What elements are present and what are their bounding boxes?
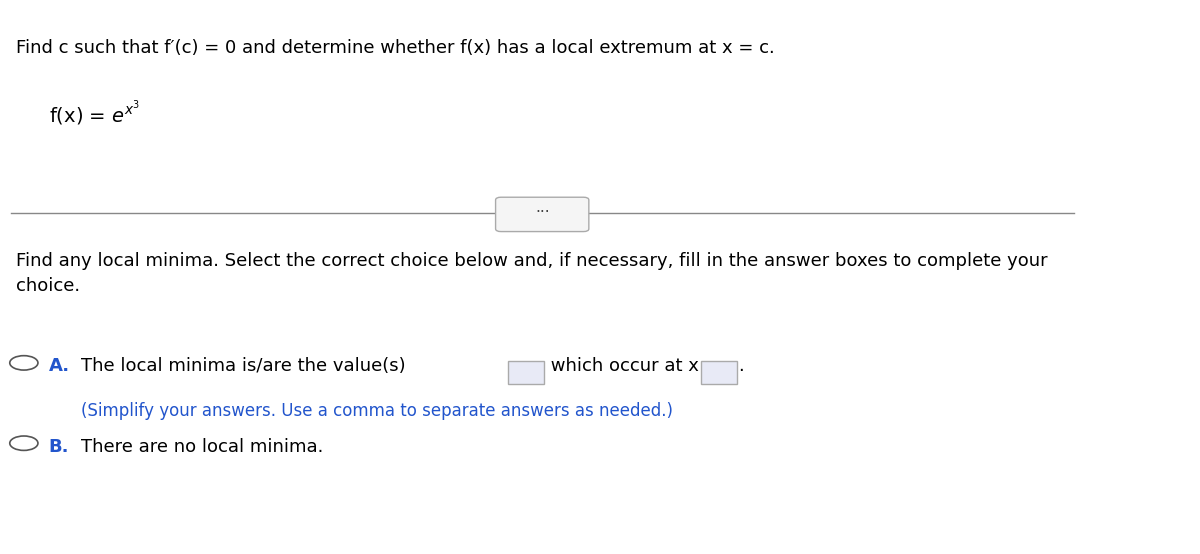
Text: A.: A.: [49, 357, 70, 375]
Circle shape: [10, 356, 38, 370]
Text: There are no local minima.: There are no local minima.: [82, 438, 324, 455]
FancyBboxPatch shape: [496, 197, 589, 232]
FancyBboxPatch shape: [701, 361, 738, 384]
Text: (Simplify your answers. Use a comma to separate answers as needed.): (Simplify your answers. Use a comma to s…: [82, 402, 673, 419]
Text: .: .: [738, 357, 744, 375]
Text: which occur at x =: which occur at x =: [546, 357, 726, 375]
Text: B.: B.: [49, 438, 70, 455]
Text: The local minima is/are the value(s): The local minima is/are the value(s): [82, 357, 412, 375]
FancyBboxPatch shape: [508, 361, 545, 384]
Text: ···: ···: [535, 205, 550, 220]
Text: Find any local minima. Select the correct choice below and, if necessary, fill i: Find any local minima. Select the correc…: [17, 252, 1048, 295]
Circle shape: [10, 436, 38, 450]
Text: Find c such that f′(c) = 0 and determine whether f(x) has a local extremum at x : Find c such that f′(c) = 0 and determine…: [17, 39, 775, 57]
Text: f(x) = $e^{x^3}$: f(x) = $e^{x^3}$: [49, 100, 140, 128]
